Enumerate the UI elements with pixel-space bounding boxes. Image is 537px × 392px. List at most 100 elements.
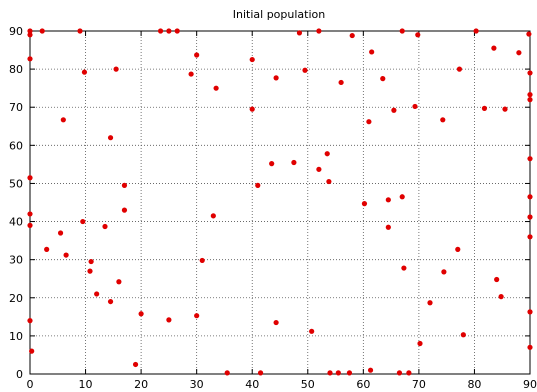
data-point — [367, 367, 374, 373]
data-point — [102, 223, 108, 230]
chart-title: Initial population — [233, 8, 325, 21]
data-point — [335, 370, 341, 376]
data-point — [273, 75, 279, 81]
x-tick-label: 20 — [134, 378, 148, 391]
data-point — [269, 161, 275, 167]
data-point — [406, 370, 412, 376]
data-point — [87, 268, 93, 274]
data-point — [401, 265, 407, 271]
data-point — [174, 28, 180, 34]
data-point — [188, 71, 194, 77]
x-tick-label: 10 — [79, 378, 93, 391]
data-point — [249, 56, 255, 63]
data-point — [210, 213, 216, 219]
y-tick-label: 50 — [9, 177, 23, 190]
x-tick-label: 80 — [467, 378, 481, 391]
y-tick-labels: 0 10 20 30 40 50 60 70 80 90 — [9, 25, 23, 381]
data-point — [63, 252, 69, 258]
data-point — [249, 106, 255, 112]
data-point — [361, 201, 368, 207]
data-point — [456, 66, 463, 72]
data-point — [27, 28, 33, 34]
data-point — [194, 52, 200, 58]
data-point — [132, 361, 139, 368]
data-point — [27, 56, 33, 62]
data-point — [27, 211, 33, 217]
y-tick-label: 0 — [16, 368, 23, 381]
data-point — [527, 194, 533, 200]
y-tick-label: 70 — [9, 101, 23, 114]
data-point — [44, 246, 50, 252]
data-point — [255, 182, 261, 188]
data-point — [412, 103, 418, 110]
data-point — [213, 85, 219, 91]
data-point — [27, 32, 33, 38]
y-tick-label: 90 — [9, 25, 23, 38]
y-tick-label: 20 — [9, 292, 23, 305]
data-point — [326, 178, 332, 185]
data-point — [385, 224, 391, 230]
data-point — [316, 28, 322, 34]
data-point — [494, 276, 500, 283]
data-point — [399, 194, 405, 200]
x-tick-label: 90 — [523, 378, 537, 391]
data-point — [491, 45, 497, 51]
data-point — [527, 344, 533, 350]
data-point — [526, 31, 532, 37]
data-point — [516, 50, 522, 56]
y-tick-label: 40 — [9, 216, 23, 229]
data-point — [527, 70, 533, 76]
data-point — [113, 66, 119, 72]
axis-ticks — [29, 30, 531, 375]
data-point — [273, 319, 279, 326]
data-point — [80, 218, 86, 225]
x-tick-label: 40 — [245, 378, 259, 391]
data-point — [29, 348, 35, 354]
data-point — [291, 159, 297, 166]
x-tick-label: 70 — [412, 378, 426, 391]
x-tick-labels: 0 10 20 30 40 50 60 70 80 90 — [27, 378, 537, 391]
data-point — [399, 28, 405, 34]
data-point — [60, 117, 66, 123]
data-point — [302, 67, 308, 73]
data-point — [527, 97, 533, 103]
data-point — [346, 370, 353, 376]
y-tick-label: 60 — [9, 139, 23, 152]
data-point — [527, 214, 533, 220]
data-point — [77, 28, 83, 34]
data-point — [502, 106, 508, 112]
data-point — [440, 117, 446, 123]
x-tick-label: 50 — [301, 378, 315, 391]
data-point — [121, 207, 128, 213]
data-point — [391, 107, 397, 113]
data-point — [369, 49, 375, 55]
data-point — [27, 318, 33, 324]
x-tick-label: 0 — [27, 378, 34, 391]
x-tick-label: 30 — [190, 378, 204, 391]
data-point — [107, 298, 114, 305]
data-point — [39, 28, 45, 34]
y-tick-label: 30 — [9, 254, 23, 267]
data-point — [88, 258, 94, 265]
data-point — [527, 92, 533, 98]
data-points — [27, 28, 533, 376]
data-point — [199, 257, 205, 264]
data-point — [324, 151, 330, 157]
data-point — [296, 30, 303, 36]
data-point — [27, 175, 33, 181]
data-point — [338, 79, 344, 86]
data-point — [138, 311, 144, 317]
data-point — [441, 269, 447, 275]
data-point — [481, 105, 488, 111]
data-point — [415, 32, 421, 38]
data-point — [107, 135, 114, 141]
data-point — [473, 28, 479, 34]
data-point — [527, 234, 533, 240]
data-point — [166, 28, 172, 34]
data-point — [327, 370, 333, 376]
data-point — [166, 317, 172, 323]
data-point — [116, 279, 122, 285]
data-point — [121, 182, 128, 188]
data-point — [81, 69, 88, 75]
